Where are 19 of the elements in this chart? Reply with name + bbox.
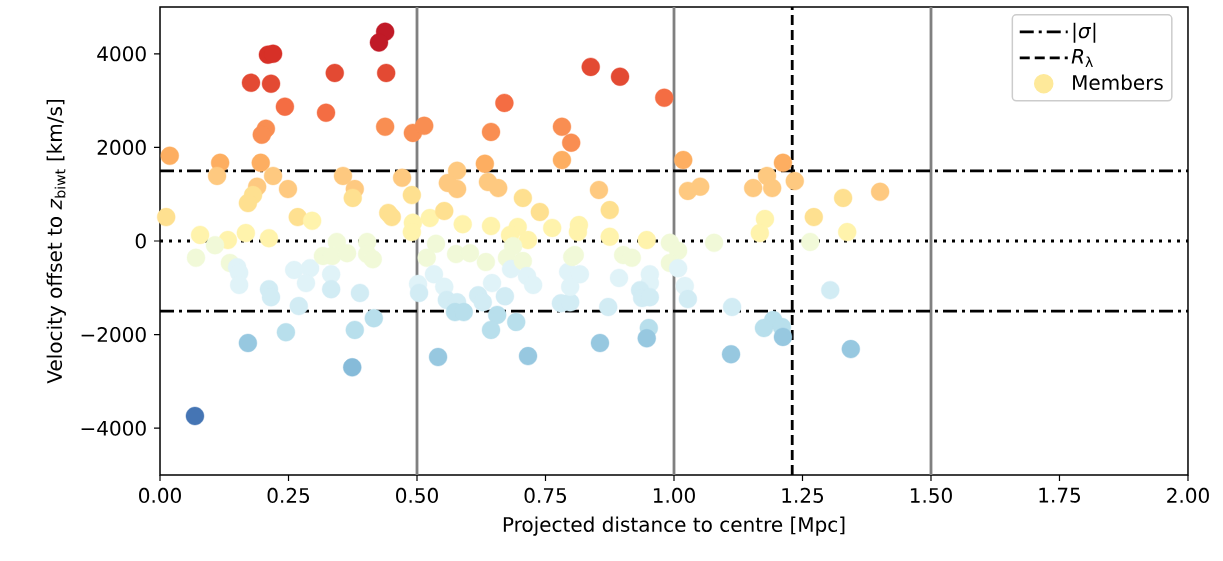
y-tick-label: 4000 — [97, 46, 146, 62]
ref-line-label: R$_{λ}$ — [1071, 49, 1093, 68]
x-tick-label: 1.50 — [910, 487, 952, 503]
x-tick-label: 2.00 — [1167, 487, 1209, 503]
x-tick-label: 1.00 — [653, 487, 695, 503]
y-tick-label: 0 — [135, 233, 146, 249]
x-axis-title: Projected distance to centre [Mpc] — [503, 516, 845, 536]
y-tick-label: 2000 — [97, 139, 146, 155]
x-tick-label: 1.25 — [782, 487, 824, 503]
x-tick-label: 0.00 — [139, 487, 181, 503]
legend-label: Members — [1073, 74, 1163, 91]
y-axis-title: Velocity offset to z$_{biwt}$ [km/s] — [46, 99, 66, 384]
x-tick-label: 0.25 — [267, 487, 310, 503]
legend-label: |σ| — [1073, 22, 1096, 43]
y-tick-label: −4000 — [81, 420, 146, 436]
x-tick-label: 0.50 — [396, 487, 438, 503]
x-tick-label: 1.75 — [1039, 487, 1080, 503]
y-tick-label: −2000 — [81, 327, 146, 343]
x-tick-label: 0.75 — [524, 487, 567, 503]
